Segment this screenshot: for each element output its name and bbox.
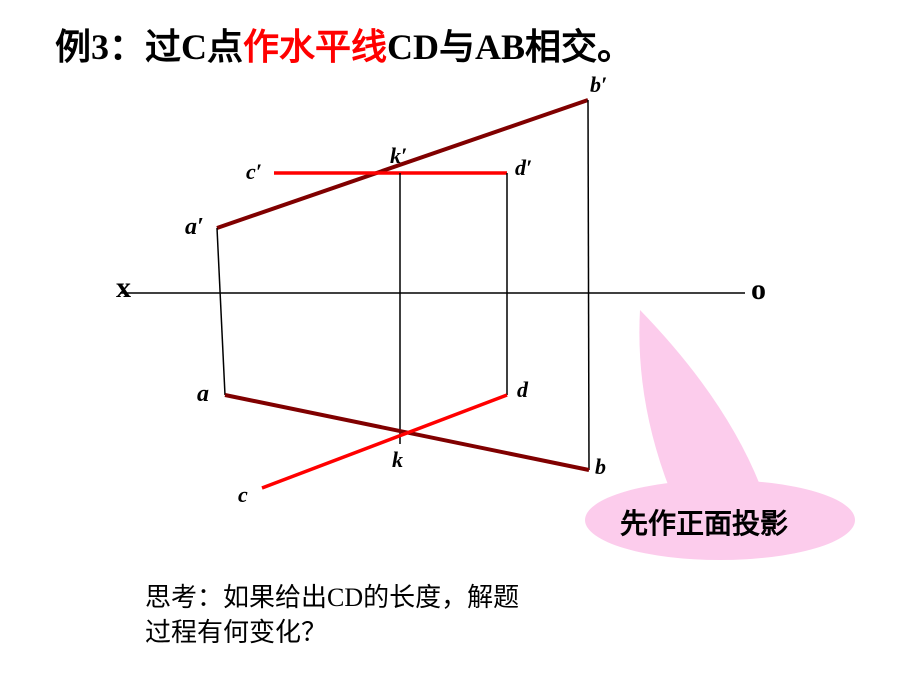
title-pre: 例3：过C点 <box>55 27 243 67</box>
label-ap: a′ <box>185 214 204 241</box>
title-post: CD与AB相交。 <box>387 27 633 67</box>
label-a: a <box>197 381 209 408</box>
label-c: c <box>238 482 248 508</box>
title: 例3：过C点作水平线CD与AB相交。 <box>55 18 633 70</box>
label-bp: b′ <box>590 72 607 98</box>
label-dp: d′ <box>515 155 532 181</box>
label-cp: c′ <box>246 159 262 185</box>
think-line1: 思考：如果给出CD的长度，解题 <box>145 583 519 612</box>
stage: 例3：过C点作水平线CD与AB相交。 x o b′ c′ k′ d′ a′ a … <box>0 0 920 690</box>
label-k: k <box>392 447 403 473</box>
axis-label-o: o <box>751 273 766 307</box>
title-highlight: 作水平线 <box>243 27 387 67</box>
think-text: 思考：如果给出CD的长度，解题 过程有何变化？ <box>145 580 519 650</box>
axis-label-x: x <box>116 271 131 305</box>
label-kp: k′ <box>390 143 407 169</box>
drop-b <box>588 100 589 470</box>
think-line2: 过程有何变化？ <box>145 618 327 647</box>
label-d: d <box>517 377 528 403</box>
drop-a <box>217 228 225 395</box>
label-b: b <box>595 454 606 480</box>
callout-text: 先作正面投影 <box>620 502 788 542</box>
callout-tail <box>639 310 760 490</box>
